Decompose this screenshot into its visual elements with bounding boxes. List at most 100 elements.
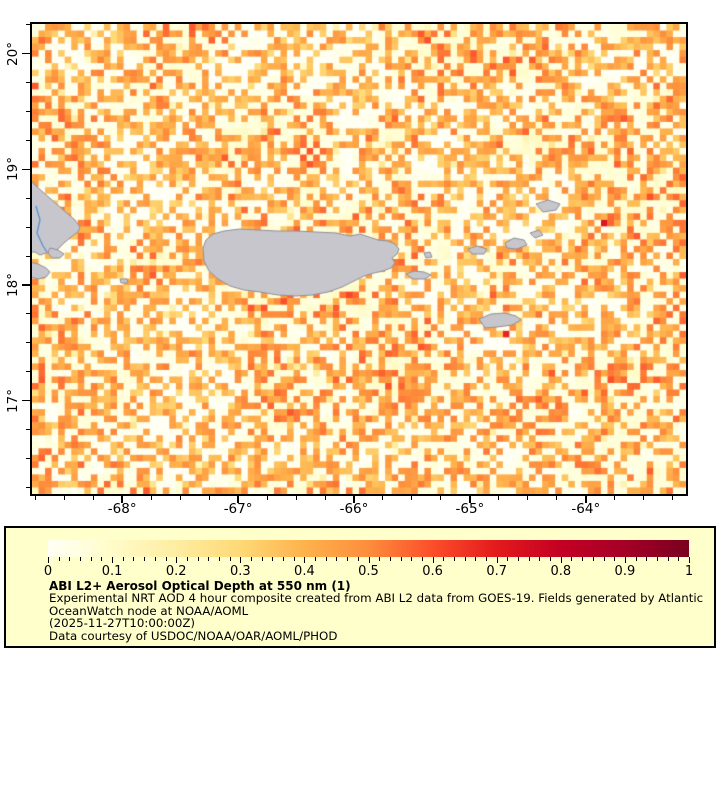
colorbar-major-tick <box>560 557 562 563</box>
legend-panel: 0 0.1 0.2 0.3 0.4 0.5 0.6 0.7 0.8 0.9 1 ABI L2+ Ae… <box>4 526 716 648</box>
colorbar-minor-tick <box>475 557 477 561</box>
colorbar-minor-tick <box>80 557 82 561</box>
colorbar-minor-tick <box>229 557 231 561</box>
colorbar-minor-tick <box>197 557 199 561</box>
colorbar-minor-tick <box>144 557 146 561</box>
colorbar-tick-label: 0.1 <box>101 564 123 579</box>
colorbar-minor-tick <box>90 557 92 561</box>
colorbar-minor-tick <box>250 557 252 561</box>
x-minor-tick <box>295 496 297 500</box>
colorbar-minor-tick <box>218 557 220 561</box>
colorbar-major-tick <box>624 557 626 563</box>
map-plot-area <box>30 22 688 496</box>
colorbar-minor-tick <box>592 557 594 561</box>
colorbar-major-tick <box>432 557 434 563</box>
x-tick-label: -67° <box>223 501 253 517</box>
colorbar-minor-tick <box>379 557 381 561</box>
colorbar-minor-tick <box>539 557 541 561</box>
x-minor-tick <box>179 496 181 500</box>
x-tick-label: -68° <box>107 501 137 517</box>
colorbar-tick-label: 0.4 <box>294 564 315 579</box>
legend-description-line: Experimental NRT AOD 4 hour composite cr… <box>49 591 704 606</box>
colorbar-minor-tick <box>325 557 327 561</box>
x-major-tick <box>237 496 239 503</box>
x-tick-label: -65° <box>455 501 485 517</box>
y-major-tick <box>22 284 30 286</box>
x-minor-tick <box>92 496 94 500</box>
colorbar-minor-tick <box>336 557 338 561</box>
colorbar-major-tick <box>112 557 114 563</box>
legend-text-block: ABI L2+ Aerosol Optical Depth at 550 nm … <box>49 580 704 643</box>
colorbar-tick-label: 0.6 <box>422 564 443 579</box>
colorbar-minor-tick <box>69 557 71 561</box>
x-minor-tick <box>34 496 36 500</box>
colorbar-major-tick <box>240 557 242 563</box>
colorbar-minor-tick <box>603 557 605 561</box>
x-major-tick <box>121 496 123 503</box>
colorbar-minor-tick <box>400 557 402 561</box>
legend-timestamp: (2025-11-27T10:00:00Z) <box>49 616 196 631</box>
colorbar-tick-label: 0.8 <box>550 564 572 579</box>
colorbar-minor-tick <box>357 557 359 561</box>
colorbar-tick-label: 0 <box>43 564 53 579</box>
colorbar-minor-tick <box>283 557 285 561</box>
x-minor-tick <box>266 496 268 500</box>
colorbar-minor-tick <box>389 557 391 561</box>
colorbar-major-tick <box>496 557 498 563</box>
colorbar-minor-tick <box>678 557 680 561</box>
colorbar-minor-tick <box>656 557 658 561</box>
colorbar <box>48 540 689 557</box>
colorbar-minor-tick <box>635 557 637 561</box>
colorbar-major-tick <box>304 557 306 563</box>
y-tick-label: 19° <box>5 157 21 182</box>
x-minor-tick <box>672 496 674 500</box>
x-minor-tick <box>440 496 442 500</box>
colorbar-minor-tick <box>315 557 317 561</box>
colorbar-minor-tick <box>347 557 349 561</box>
colorbar-minor-tick <box>165 557 167 561</box>
colorbar-major-tick <box>368 557 370 563</box>
x-minor-tick <box>556 496 558 500</box>
colorbar-major-tick <box>689 557 690 563</box>
colorbar-minor-tick <box>667 557 669 561</box>
colorbar-minor-tick <box>486 557 488 561</box>
x-tick-label: -64° <box>571 501 601 517</box>
y-major-tick <box>22 399 30 402</box>
colorbar-minor-tick <box>101 557 103 561</box>
legend-courtesy: Data courtesy of USDOC/NOAA/OAR/AOML/PHO… <box>49 628 338 643</box>
colorbar-minor-tick <box>421 557 423 561</box>
y-tick-label: 18° <box>5 273 21 297</box>
colorbar-major-tick <box>176 557 178 563</box>
colorbar-minor-tick <box>186 557 188 561</box>
x-minor-tick <box>150 496 152 500</box>
colorbar-minor-tick <box>133 557 135 561</box>
y-tick-label: 20° <box>5 41 21 66</box>
colorbar-major-tick <box>48 557 49 563</box>
x-minor-tick <box>63 496 65 500</box>
colorbar-minor-tick <box>293 557 295 561</box>
colorbar-minor-tick <box>58 557 60 561</box>
x-tick-label: -66° <box>339 501 369 517</box>
colorbar-minor-tick <box>646 557 648 561</box>
y-tick-label: 17° <box>5 388 21 413</box>
colorbar-minor-tick <box>464 557 466 561</box>
colorbar-tick-label: 1 <box>684 564 694 579</box>
x-minor-tick <box>643 496 645 500</box>
colorbar-minor-tick <box>154 557 156 561</box>
colorbar-minor-tick <box>208 557 210 561</box>
colorbar-minor-tick <box>550 557 552 561</box>
colorbar-minor-tick <box>411 557 413 561</box>
x-minor-tick <box>527 496 529 500</box>
colorbar-minor-tick <box>614 557 616 561</box>
x-minor-tick <box>614 496 616 500</box>
colorbar-minor-tick <box>272 557 274 561</box>
colorbar-minor-tick <box>453 557 455 561</box>
y-major-tick <box>22 168 30 171</box>
colorbar-minor-tick <box>507 557 509 561</box>
x-major-tick <box>353 496 355 503</box>
colorbar-minor-tick <box>582 557 584 561</box>
colorbar-minor-tick <box>443 557 445 561</box>
colorbar-tick-label: 0.9 <box>614 564 636 579</box>
colorbar-tick-label: 0.3 <box>229 564 251 579</box>
legend-description-line: OceanWatch node at NOAA/AOML <box>49 603 249 618</box>
